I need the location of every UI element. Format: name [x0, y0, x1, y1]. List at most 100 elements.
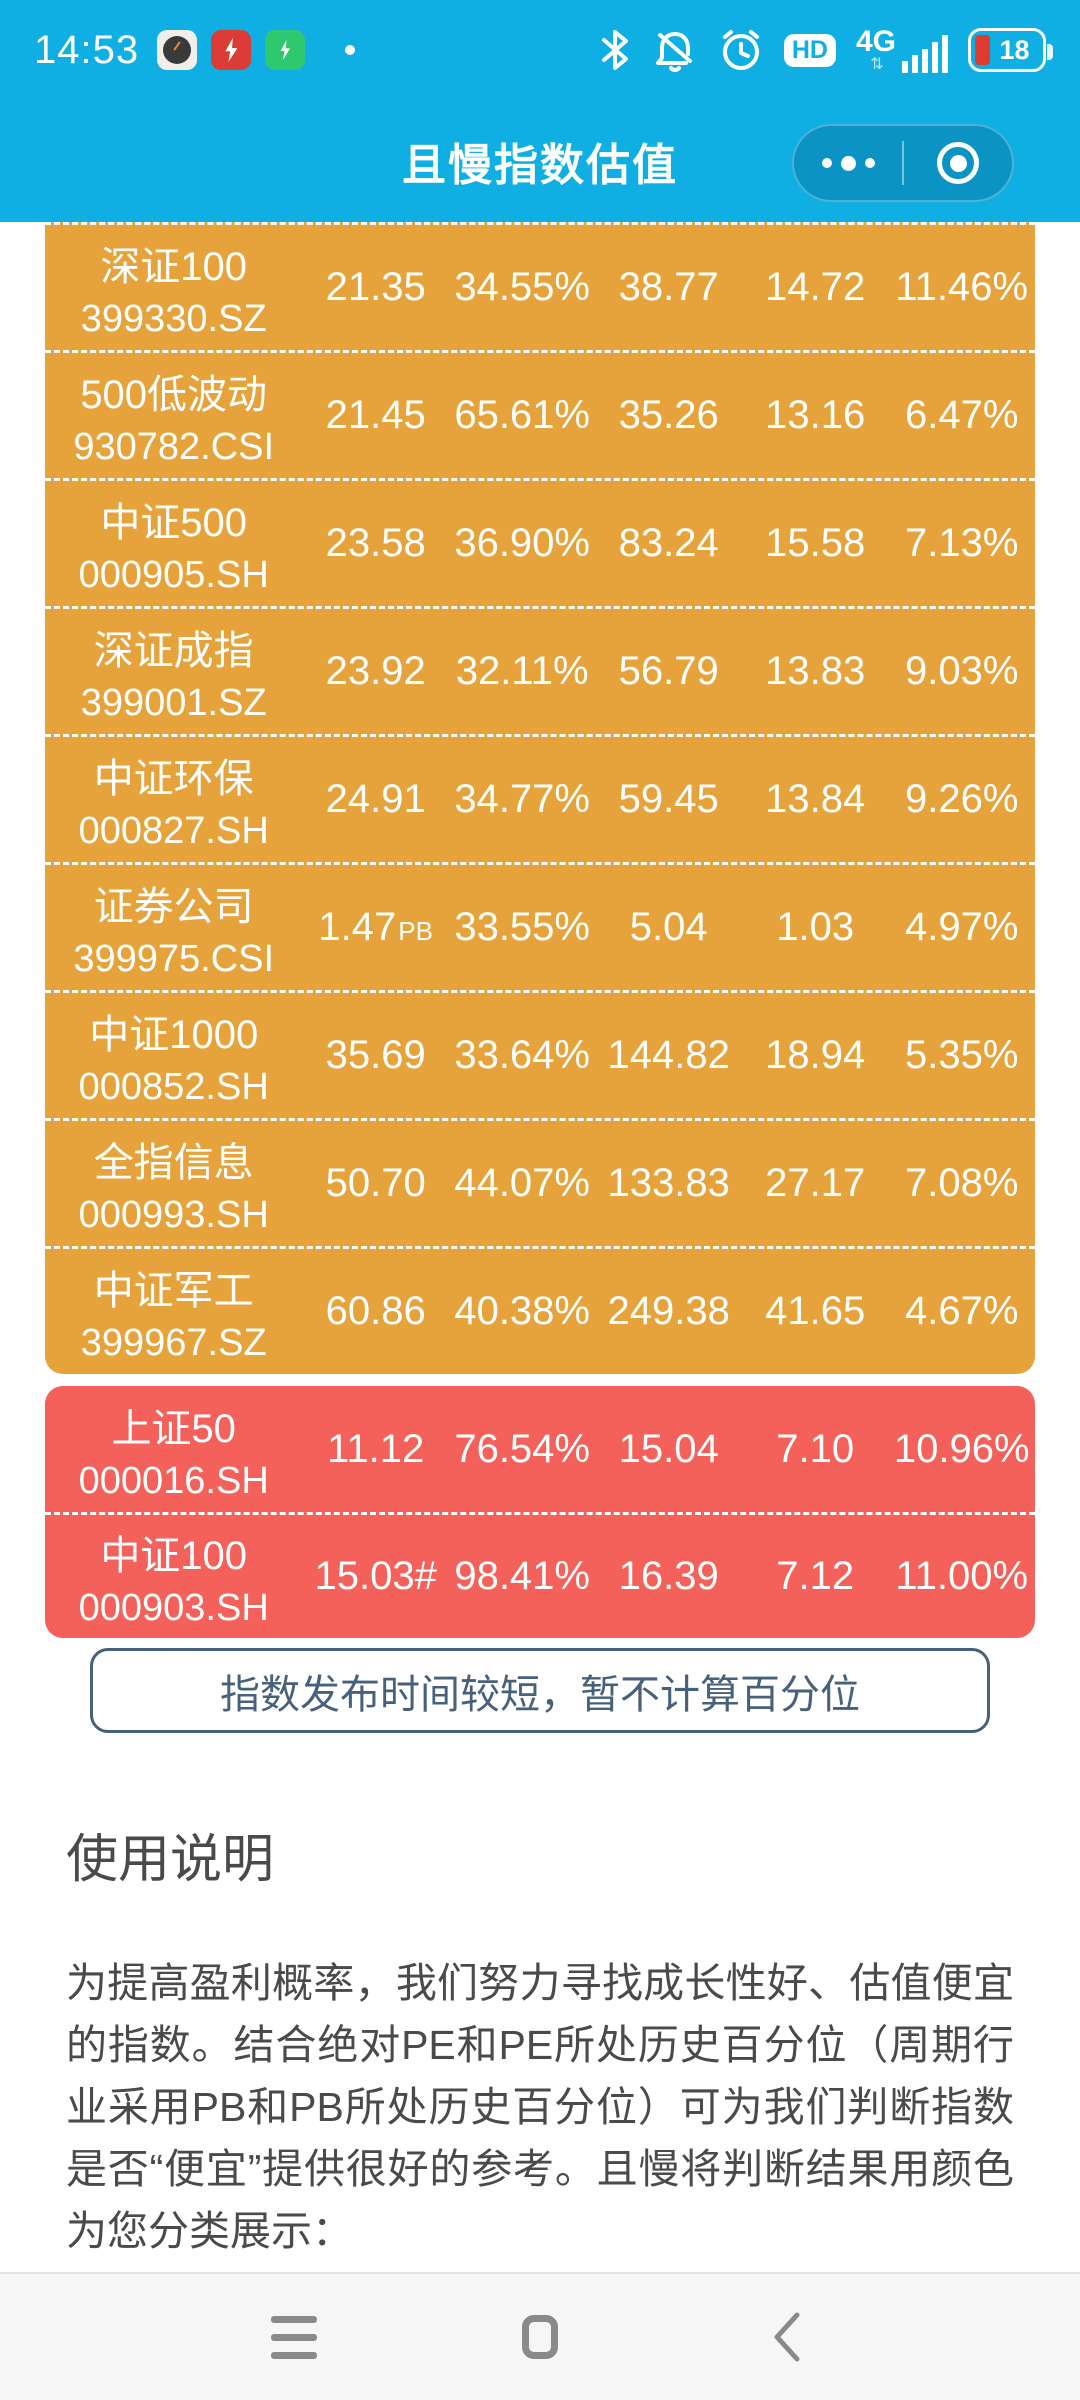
- value-cell: 13.83: [765, 649, 866, 693]
- app-header: 且慢指数估值: [0, 100, 1080, 222]
- value-cell: 9.03%: [905, 649, 1019, 693]
- value-cell: 65.61%: [454, 393, 590, 437]
- value-cell: 11.12: [327, 1426, 425, 1471]
- value-cell: 144.82: [607, 1033, 730, 1077]
- value-cell: 38.77: [618, 265, 719, 309]
- value-cell: 15.58: [765, 521, 866, 565]
- warning-rows-block: 深证100 399330.SZ 21.35 34.55% 38.77 14.72 11.46…: [45, 222, 1035, 1374]
- value-cell: 50.70: [325, 1161, 426, 1205]
- index-code: 000993.SH: [78, 1194, 269, 1236]
- table-row[interactable]: 全指信息 000993.SH 50.70 44.07% 133.83 27.17 7.08%: [45, 1118, 1035, 1246]
- system-nav-bar: [0, 2272, 1080, 2400]
- value-cell: 33.64%: [454, 1033, 590, 1077]
- index-name: 上证50: [111, 1406, 236, 1451]
- index-name-cell: 中证100 000903.SH: [45, 1523, 302, 1630]
- battery-icon: 18: [968, 28, 1053, 72]
- more-button[interactable]: [794, 126, 902, 200]
- value-cell: 32.11%: [455, 649, 589, 693]
- value-suffix: PB: [398, 916, 433, 946]
- value-cell: 21.35: [325, 265, 426, 309]
- back-icon: [774, 2312, 800, 2362]
- back-button[interactable]: [756, 2307, 816, 2367]
- home-icon: [522, 2315, 558, 2359]
- index-name-cell: 证券公司 399975.CSI: [45, 874, 302, 981]
- index-code: 399967.SZ: [80, 1322, 267, 1364]
- value-cell: 18.94: [765, 1033, 866, 1077]
- instructions-heading: 使用说明: [66, 1831, 275, 1889]
- value-cell: 10.96%: [893, 1426, 1030, 1471]
- bluetooth-icon: [601, 30, 628, 70]
- index-name: 中证100: [100, 1534, 248, 1578]
- miniprogram-capsule: [792, 124, 1014, 202]
- index-name-cell: 中证500 000905.SH: [45, 490, 302, 597]
- index-name: 中证军工: [93, 1269, 254, 1313]
- value-cell: 33.55%: [454, 905, 590, 949]
- table-row[interactable]: 证券公司 399975.CSI 1.47PB 33.55% 5.04 1.03 4.97%: [45, 862, 1035, 990]
- value-cell: 15.04: [618, 1426, 719, 1471]
- mute-bell-icon: [655, 32, 692, 72]
- index-code: 000827.SH: [78, 810, 269, 852]
- value-cell: 98.41%: [454, 1554, 590, 1598]
- index-name: 深证100: [100, 245, 248, 289]
- index-name: 中证环保: [93, 757, 254, 801]
- menu-button[interactable]: [264, 2307, 324, 2367]
- value-cell: 133.83: [607, 1161, 730, 1205]
- value-cell: 9.26%: [905, 777, 1019, 821]
- signal-strength-bars: [902, 33, 948, 73]
- value-cell: 1.03: [776, 905, 855, 949]
- value-cell: 249.38: [607, 1289, 730, 1333]
- index-name-cell: 中证军工 399967.SZ: [45, 1258, 302, 1365]
- flash-red-app-icon: [211, 30, 252, 70]
- index-name: 中证500: [100, 501, 248, 545]
- value-cell: 40.38%: [454, 1289, 590, 1333]
- index-code: 930782.CSI: [73, 426, 275, 468]
- status-bar: 14:53 HD 4G ⇅: [0, 0, 1080, 100]
- value-cell: 5.35%: [905, 1033, 1019, 1077]
- index-name-cell: 全指信息 000993.SH: [45, 1130, 302, 1237]
- value-cell: 35.26: [618, 393, 719, 437]
- notification-dot-icon: [345, 45, 356, 55]
- danger-rows-block: 上证50 000016.SH 11.12 76.54% 15.04 7.10 10.96% 中…: [45, 1386, 1035, 1638]
- value-cell: 27.17: [765, 1161, 866, 1205]
- value-cell: 21.45: [325, 393, 426, 437]
- value-cell: 36.90%: [454, 521, 590, 565]
- value-cell: 83.24: [618, 521, 719, 565]
- index-name-cell: 深证100 399330.SZ: [45, 234, 302, 341]
- table-row[interactable]: 中证军工 399967.SZ 60.86 40.38% 249.38 41.65 4.67%: [45, 1246, 1035, 1374]
- index-name: 深证成指: [93, 629, 254, 673]
- table-row[interactable]: 上证50 000016.SH 11.12 76.54% 15.04 7.10 10.96%: [45, 1386, 1035, 1512]
- index-name: 500低波动: [80, 373, 268, 417]
- value-cell: 5.04: [629, 905, 708, 949]
- value-cell: 59.45: [618, 777, 719, 821]
- table-row[interactable]: 深证100 399330.SZ 21.35 34.55% 38.77 14.72 11.46…: [45, 222, 1035, 350]
- value-cell: 4.97%: [905, 905, 1019, 949]
- table-row[interactable]: 中证1000 000852.SH 35.69 33.64% 144.82 18.94 5.3…: [45, 990, 1035, 1118]
- value-cell: 7.08%: [905, 1161, 1019, 1205]
- close-minimize-button[interactable]: [904, 126, 1012, 200]
- home-button[interactable]: [510, 2307, 570, 2367]
- notification-app-icons: [157, 30, 356, 70]
- value-cell: 7.10: [776, 1426, 855, 1471]
- table-row[interactable]: 中证100 000903.SH 15.03# 98.41% 16.39 7.12 11.00…: [45, 1512, 1035, 1638]
- table-row[interactable]: 中证500 000905.SH 23.58 36.90% 83.24 15.58 7.13%: [45, 478, 1035, 606]
- instructions-body: 为提高盈利概率，我们努力寻找成长性好、估值便宜的指数。结合绝对PE和PE所处历史…: [66, 1960, 1014, 2254]
- value-cell: 24.91: [325, 777, 426, 821]
- index-name-cell: 中证1000 000852.SH: [45, 1002, 302, 1109]
- value-cell: 76.54%: [454, 1426, 590, 1471]
- table-row[interactable]: 深证成指 399001.SZ 23.92 32.11% 56.79 13.83 9.03%: [45, 606, 1035, 734]
- status-right-icons: HD 4G ⇅ 18: [598, 27, 1053, 73]
- value-cell: 60.86: [325, 1289, 426, 1333]
- value-cell: 56.79: [618, 649, 719, 693]
- value-cell: 1.47PB: [318, 905, 433, 949]
- hd-icon: HD: [783, 33, 836, 67]
- table-row[interactable]: 中证环保 000827.SH 24.91 34.77% 59.45 13.84 9.26%: [45, 734, 1035, 862]
- index-name: 中证1000: [89, 1013, 259, 1057]
- value-cell: 34.77%: [454, 777, 590, 821]
- table-row[interactable]: 500低波动 930782.CSI 21.45 65.61% 35.26 13.16 6.4…: [45, 350, 1035, 478]
- index-code: 399975.CSI: [73, 938, 275, 980]
- value-cell: 11.46%: [895, 265, 1029, 309]
- battery-percent: 18: [999, 34, 1030, 65]
- index-name: 证券公司: [93, 885, 254, 929]
- value-cell: 11.00%: [895, 1554, 1029, 1598]
- value-cell: 14.72: [765, 265, 866, 309]
